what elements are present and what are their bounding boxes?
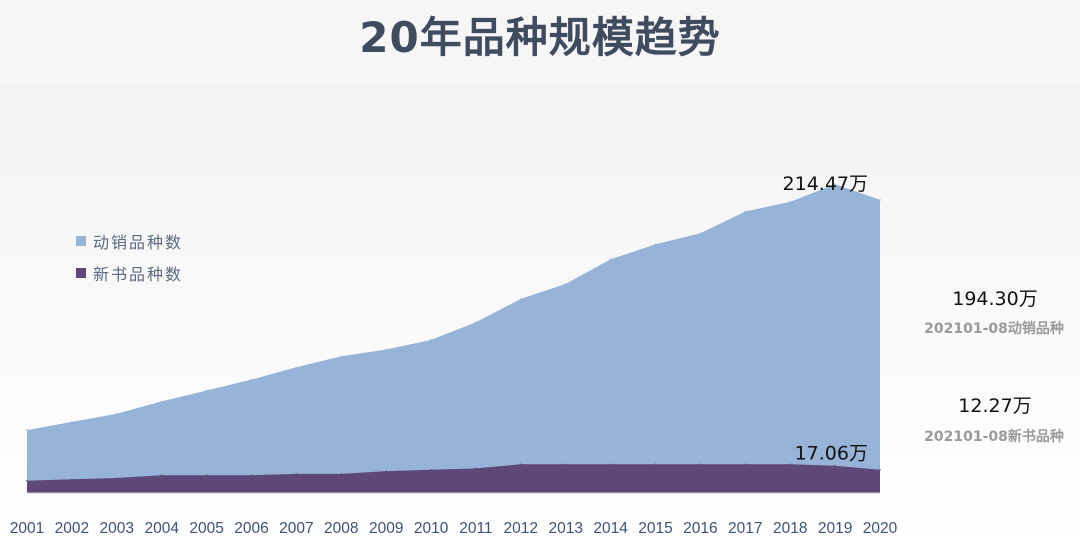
x-tick-label-2008: 2008: [324, 520, 358, 537]
x-tick-label-2010: 2010: [414, 520, 449, 537]
x-tick-label-2007: 2007: [279, 520, 313, 537]
data-point-new-2009: [385, 470, 388, 472]
header-band: [0, 0, 1080, 86]
x-tick-label-2011: 2011: [459, 520, 492, 537]
x-tick-label-2001: 2001: [10, 520, 44, 537]
data-point-new-2005: [205, 474, 208, 477]
data-point-new-2010: [430, 469, 432, 471]
x-tick-label-2004: 2004: [144, 520, 179, 537]
data-point-active-2010: [430, 339, 432, 341]
data-label-new-2020: 17.06万: [795, 443, 868, 465]
page-title: 20年品种规模趋势: [359, 13, 721, 62]
data-point-active-2002: [71, 421, 73, 423]
x-tick-label-2020: 2020: [863, 520, 898, 537]
legend-item-new: 新书品种数: [76, 257, 183, 289]
data-point-active-2001: [26, 429, 28, 431]
data-point-active-2017: [744, 210, 747, 213]
legend: 动销品种数 新书品种数: [76, 225, 183, 289]
x-tick-label-2005: 2005: [189, 520, 223, 537]
data-point-active-2014: [609, 258, 612, 261]
x-tick-label-2009: 2009: [369, 520, 403, 537]
data-point-new-2015: [654, 463, 657, 466]
x-tick-label-2006: 2006: [234, 520, 268, 537]
x-tick-label-2002: 2002: [55, 520, 89, 537]
x-tick-label-2013: 2013: [548, 520, 582, 537]
data-point-active-2007: [295, 366, 298, 369]
data-point-new-2018: [789, 463, 791, 466]
data-point-new-2013: [564, 463, 567, 466]
data-point-new-2014: [609, 463, 612, 466]
x-tick-label-2018: 2018: [773, 520, 807, 537]
x-tick-label-2003: 2003: [100, 520, 134, 537]
series-area-new: [27, 464, 880, 493]
data-point-active-2013: [564, 283, 567, 285]
active-2021-value: 194.30万: [952, 288, 1038, 310]
data-point-active-2020: [879, 199, 881, 201]
data-point-active-2009: [385, 348, 388, 351]
new-2021-label: 202101-08新书品种: [924, 429, 1064, 445]
data-point-new-2002: [71, 478, 73, 481]
data-point-active-2012: [520, 298, 522, 300]
data-point-active-2003: [116, 412, 118, 415]
data-point-new-2006: [250, 474, 253, 477]
x-tick-label-2017: 2017: [728, 520, 762, 537]
x-tick-label-2015: 2015: [638, 520, 672, 537]
data-point-new-2020: [879, 468, 881, 471]
new-2021-value: 12.27万: [958, 395, 1032, 417]
x-tick-label-2014: 2014: [593, 520, 628, 537]
data-point-active-2019: [834, 183, 836, 185]
data-point-new-2004: [160, 474, 163, 477]
x-tick-label-2016: 2016: [683, 520, 717, 537]
data-point-new-2019: [834, 464, 836, 467]
x-tick-label-2019: 2019: [818, 520, 852, 537]
data-label-active-2020: 214.47万: [783, 173, 868, 195]
data-point-active-2005: [205, 389, 208, 392]
data-point-new-2016: [699, 463, 702, 466]
legend-label-active: 动销品种数: [93, 233, 184, 252]
data-point-new-2003: [116, 477, 118, 479]
data-point-active-2004: [160, 400, 163, 403]
legend-label-new: 新书品种数: [93, 265, 184, 284]
data-point-new-2012: [520, 463, 522, 466]
active-2021-label: 202101-08动销品种: [924, 321, 1064, 337]
data-point-new-2008: [340, 473, 343, 475]
data-point-active-2016: [699, 232, 702, 235]
data-point-active-2011: [475, 321, 477, 324]
data-point-active-2006: [250, 378, 253, 381]
data-point-new-2017: [744, 463, 747, 466]
legend-swatch-active: [76, 236, 86, 246]
legend-swatch-new: [76, 268, 86, 278]
legend-item-active: 动销品种数: [76, 225, 183, 257]
series-area-active: [27, 184, 880, 493]
data-point-new-2007: [295, 473, 298, 475]
data-point-active-2008: [340, 355, 343, 358]
data-point-active-2015: [654, 243, 657, 246]
data-point-active-2018: [789, 201, 791, 203]
data-point-new-2011: [475, 467, 477, 470]
x-tick-label-2012: 2012: [504, 520, 538, 537]
data-point-new-2001: [26, 479, 28, 482]
